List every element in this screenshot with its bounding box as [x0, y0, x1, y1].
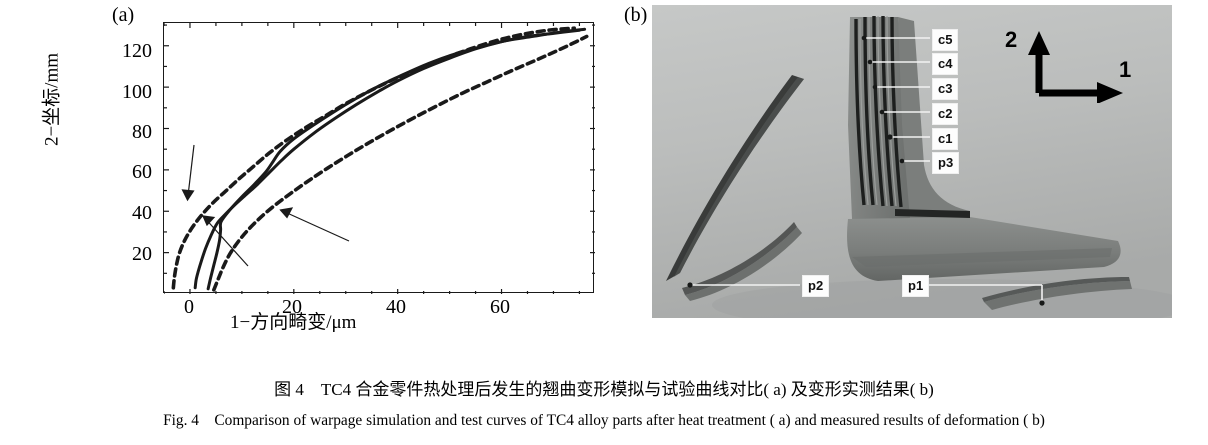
marker-label-c2: c2 — [932, 103, 959, 125]
x-tick-label-40: 40 — [386, 296, 406, 318]
marker-label-p3: p3 — [932, 152, 960, 174]
warped-strip-right — [984, 281, 1132, 310]
y-tick-label-20: 20 — [132, 243, 152, 265]
marker-dots — [687, 35, 1045, 306]
orientation-axes-icon — [1028, 31, 1123, 103]
x-tick-label-60: 60 — [490, 296, 510, 318]
y-tick-label-40: 40 — [132, 202, 152, 224]
axis-label-1: 1 — [1119, 57, 1132, 82]
panel-a-label: (a) — [112, 4, 135, 26]
figure-caption-chinese: 图 4 TC4 合金零件热处理后发生的翘曲变形模拟与试验曲线对比( a) 及变形… — [274, 380, 934, 399]
warped-strip-small-left — [685, 227, 802, 301]
y-tick-label-80: 80 — [132, 121, 152, 143]
marker-label-p2: p2 — [802, 275, 830, 297]
panel-a-chart: (a) 120 100 80 60 40 20 0 20 40 60 2−坐标/… — [0, 0, 620, 340]
y-axis-title: 2−坐标/mm — [41, 52, 63, 147]
chart-curves — [164, 23, 595, 294]
part-horizontal-leg — [847, 217, 1121, 281]
y-tick-label-100: 100 — [122, 81, 152, 103]
marker-label-p1: p1 — [902, 275, 930, 297]
axis-ticks — [164, 23, 595, 294]
figure-caption-english: Fig. 4 Comparison of warpage simulation … — [163, 412, 1045, 429]
plot-area — [163, 22, 595, 294]
y-tick-label-group: 120 100 80 60 40 20 — [0, 0, 163, 300]
panel-b-photo: (b) — [620, 0, 1208, 340]
marker-label-c4: c4 — [932, 53, 959, 75]
series-试验 — [206, 27, 587, 291]
y-tick-label-60: 60 — [132, 161, 152, 183]
marker-leader-lines — [690, 37, 1043, 303]
panel-b-label: (b) — [624, 4, 648, 26]
deformation-photograph: c5 c4 c3 c2 c1 p3 p2 p1 2 1 — [652, 5, 1172, 318]
x-tick-label-20: 20 — [282, 296, 302, 318]
marker-label-c5: c5 — [932, 29, 959, 51]
marker-label-c3: c3 — [932, 78, 959, 100]
series-数值模拟 — [193, 28, 581, 290]
axis-label-2: 2 — [1005, 27, 1018, 52]
series-误差下限 — [212, 34, 589, 292]
series-paths — [171, 26, 589, 292]
series-误差上限 — [171, 26, 577, 290]
part-inner-slot — [895, 209, 970, 218]
x-tick-label-0: 0 — [184, 296, 194, 318]
marker-label-c1: c1 — [932, 128, 959, 150]
y-tick-label-120: 120 — [122, 40, 152, 62]
part-fillet — [898, 17, 970, 219]
annotation-leaders — [181, 144, 350, 267]
x-axis-title: 1−方向畸变/μm — [230, 312, 357, 333]
